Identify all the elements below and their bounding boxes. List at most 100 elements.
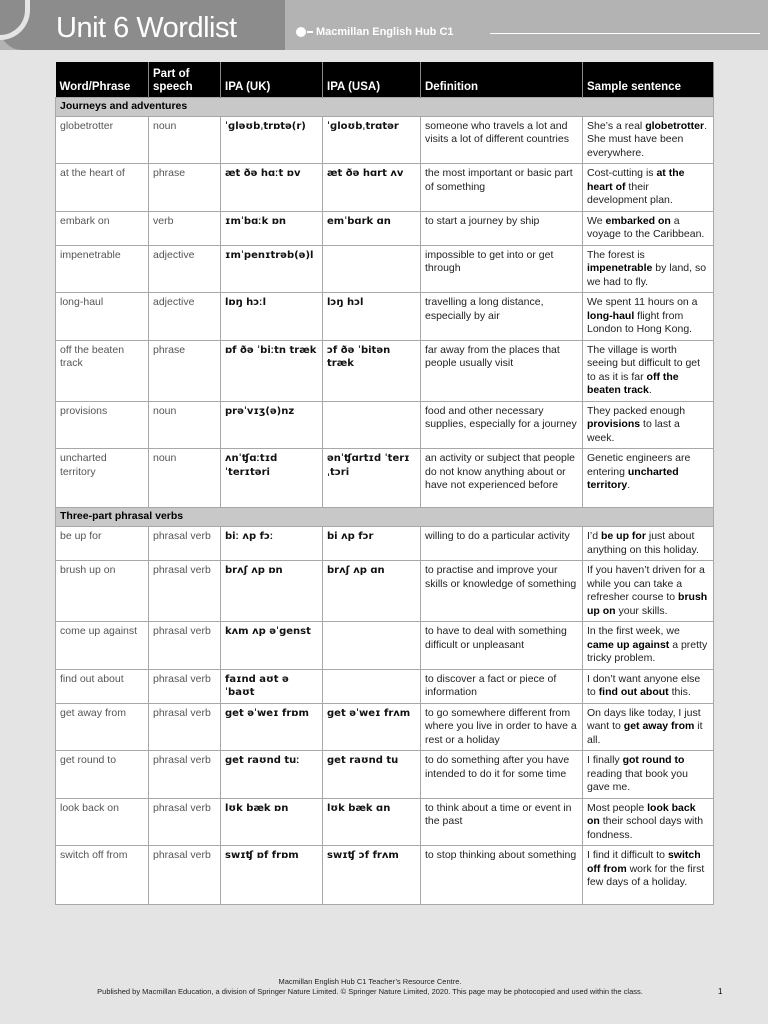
- table-row: embark on verb ɪmˈbɑːk ɒn emˈbɑrk ɑn to …: [55, 210, 714, 246]
- title-block: [0, 0, 285, 50]
- sample-text-before: The village is worth seeing but difficul…: [587, 343, 701, 383]
- part-of-speech-cell: phrasal verb: [148, 560, 221, 622]
- highlighted-term: at the heart of: [587, 167, 685, 193]
- part-of-speech-cell: phrasal verb: [148, 526, 221, 561]
- highlighted-term: be up for: [601, 530, 646, 542]
- ipa-us-cell: bi ʌp fɔr: [322, 526, 421, 561]
- sample-text-after: a voyage to the Caribbean.: [587, 214, 705, 241]
- word-cell: provisions: [55, 400, 149, 449]
- column-header: IPA (UK): [220, 62, 323, 97]
- sample-sentence-cell: The forest is impenetrable by land, so w…: [582, 244, 714, 293]
- sample-text-after: .: [648, 384, 652, 396]
- highlighted-term: switch off from: [587, 849, 701, 875]
- sample-sentence-cell: Most people look back on their school da…: [582, 797, 714, 846]
- part-of-speech-cell: noun: [148, 400, 221, 449]
- ipa-us-cell: get raʊnd tu: [322, 750, 421, 799]
- sample-text-after: your skills.: [615, 604, 668, 617]
- definition-cell: to practise and improve your skills or k…: [420, 560, 583, 622]
- section-heading: Journeys and adventures: [55, 96, 714, 117]
- part-of-speech-cell: adjective: [148, 244, 221, 293]
- definition-cell: food and other necessary supplies, espec…: [420, 400, 583, 449]
- sample-text-after: their school days with fondness.: [587, 815, 704, 841]
- sample-text-after: work for the first few days of a holiday…: [587, 862, 705, 889]
- sample-text-after: . She must have been everywhere.: [587, 119, 708, 159]
- sample-text-before: The forest is: [587, 248, 645, 261]
- page-number: 1: [718, 987, 723, 996]
- highlighted-term: brush up on: [587, 591, 708, 617]
- sample-text-before: If you haven’t driven for a while you ca…: [587, 564, 705, 603]
- definition-cell: to go somewhere different from where you…: [420, 702, 583, 751]
- dash-divider: [307, 31, 313, 33]
- sample-text-before: We: [587, 214, 606, 227]
- definition-cell: to start a journey by ship: [420, 210, 583, 246]
- part-of-speech-cell: verb: [148, 210, 221, 246]
- table-row: uncharted territory noun ʌnˈʧɑːtɪd ˈterɪ…: [55, 448, 714, 508]
- word-cell: look back on: [55, 797, 149, 846]
- ipa-uk-cell: kʌm ʌp əˈgenst: [220, 621, 323, 670]
- sample-text-before: Cost-cutting is: [587, 167, 657, 179]
- definition-cell: willing to do a particular activity: [420, 526, 583, 561]
- definition-cell: far away from the places that people usu…: [420, 339, 583, 402]
- sample-text-after: by land, so we had to fly.: [587, 262, 707, 288]
- highlighted-term: provisions: [587, 418, 641, 430]
- highlighted-term: long-haul: [587, 309, 635, 322]
- sample-text-after: to last a week.: [587, 418, 680, 444]
- ipa-us-cell: brʌʃ ʌp ɑn: [322, 560, 421, 622]
- definition-cell: to have to deal with something difficult…: [420, 621, 583, 670]
- sample-sentence-cell: Cost-cutting is at the heart of their de…: [582, 163, 714, 212]
- column-header: Definition: [420, 62, 583, 97]
- table-row: get round to phrasal verb get raʊnd tuː …: [55, 750, 714, 799]
- subtitle-text: Macmillan English Hub C1: [316, 26, 454, 38]
- sample-text-before: We spent 11 hours on a: [587, 296, 698, 308]
- ipa-uk-cell: faɪnd aʊt əˈbaʊt: [220, 668, 323, 704]
- table-row: find out about phrasal verb faɪnd aʊt əˈ…: [55, 668, 714, 704]
- sample-text-after: .: [627, 479, 631, 491]
- ipa-us-cell: æt ðə hɑrt ʌv: [322, 163, 421, 212]
- ipa-us-cell: ɔf ðə ˈbitən træk: [322, 339, 421, 402]
- part-of-speech-cell: phrasal verb: [148, 797, 221, 846]
- sample-text-after: a pretty tricky problem.: [587, 638, 708, 665]
- ipa-uk-cell: brʌʃ ʌp ɒn: [220, 560, 323, 622]
- highlighted-term: got round to: [622, 754, 685, 766]
- ipa-uk-cell: biː ʌp fɔː: [220, 526, 323, 561]
- sample-sentence-cell: I finally got round to reading that book…: [582, 750, 714, 799]
- highlighted-term: get away from: [623, 720, 695, 732]
- sample-sentence-cell: I don’t want anyone else to find out abo…: [582, 668, 714, 704]
- footer: Macmillan English Hub C1 Teacher’s Resou…: [40, 977, 700, 997]
- table-row: look back on phrasal verb lʊk bæk ɒn lʊk…: [55, 797, 714, 846]
- sample-text-before: I find it difficult to: [587, 849, 668, 861]
- highlighted-term: find out about: [598, 686, 669, 698]
- word-cell: off the beaten track: [55, 339, 149, 402]
- table-row: globetrotter noun ˈɡləʊbˌtrɒtə(r) ˈɡloʊb…: [55, 115, 714, 164]
- definition-cell: to do something after you have intended …: [420, 750, 583, 799]
- ipa-uk-cell: æt ðə hɑːt ɒv: [220, 163, 323, 212]
- sample-text-before: I’d: [587, 530, 602, 542]
- ipa-uk-cell: swɪʧ ɒf frɒm: [220, 845, 323, 905]
- table-row: brush up on phrasal verb brʌʃ ʌp ɒn brʌʃ…: [55, 560, 714, 622]
- ipa-uk-cell: ɪmˈpenɪtrəb(ə)l: [220, 244, 323, 293]
- highlighted-term: impenetrable: [587, 262, 653, 274]
- table-row: off the beaten track phrase ɒf ðə ˈbiːtn…: [55, 339, 714, 402]
- word-cell: come up against: [55, 621, 149, 670]
- column-header: Word/Phrase: [55, 62, 149, 97]
- definition-cell: an activity or subject that people do no…: [420, 448, 583, 508]
- sample-sentence-cell: They packed enough provisions to last a …: [582, 400, 714, 449]
- ipa-uk-cell: ˈɡləʊbˌtrɒtə(r): [220, 115, 323, 164]
- ipa-uk-cell: lɒŋ hɔːl: [220, 292, 323, 341]
- sample-sentence-cell: I find it difficult to switch off from w…: [582, 845, 714, 905]
- definition-cell: travelling a long distance, especially b…: [420, 292, 583, 341]
- ipa-us-cell: lʊk bæk ɑn: [322, 797, 421, 846]
- part-of-speech-cell: phrase: [148, 339, 221, 402]
- word-cell: embark on: [55, 210, 149, 246]
- ipa-uk-cell: ɒf ðə ˈbiːtn træk: [220, 339, 323, 402]
- word-cell: switch off from: [55, 845, 149, 905]
- definition-cell: the most important or basic part of some…: [420, 163, 583, 212]
- word-cell: brush up on: [55, 560, 149, 622]
- ipa-us-cell: ˈɡloʊbˌtrɑtər: [322, 115, 421, 164]
- sample-text-before: I finally: [587, 754, 623, 766]
- divider: [490, 33, 760, 34]
- sample-sentence-cell: She’s a real globetrotter. She must have…: [582, 115, 714, 164]
- definition-cell: to discover a fact or piece of informati…: [420, 668, 583, 704]
- word-cell: impenetrable: [55, 244, 149, 293]
- highlighted-term: globetrotter: [645, 119, 705, 132]
